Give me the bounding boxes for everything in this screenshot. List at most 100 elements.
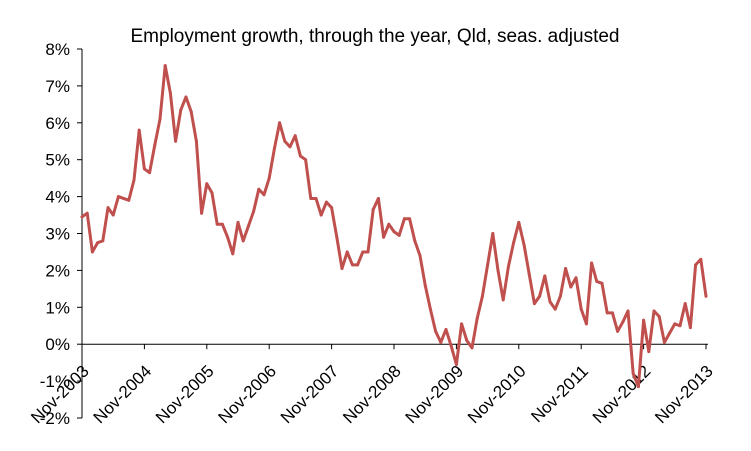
data-point (283, 139, 287, 143)
data-point (548, 300, 552, 304)
x-tick-label: Nov-2007 (277, 362, 343, 428)
data-point (704, 294, 708, 298)
y-tick-label: -1% (40, 372, 70, 391)
data-point (460, 322, 464, 326)
data-point (522, 243, 526, 247)
data-point (636, 385, 640, 389)
y-tick-label: 4% (45, 188, 70, 207)
y-tick-label: 6% (45, 114, 70, 133)
data-point (278, 121, 282, 125)
data-point (428, 307, 432, 311)
x-tick-label: Nov-2006 (214, 362, 280, 428)
data-point (668, 331, 672, 335)
data-point (631, 372, 635, 376)
data-point (626, 309, 630, 313)
data-point (220, 222, 224, 226)
data-point (402, 217, 406, 221)
data-point (231, 252, 235, 256)
data-point (673, 322, 677, 326)
data-point (153, 143, 157, 147)
data-point (330, 206, 334, 210)
data-point (449, 344, 453, 348)
data-point (616, 329, 620, 333)
data-point (90, 250, 94, 254)
data-point (600, 281, 604, 285)
data-point (699, 257, 703, 261)
data-point (314, 196, 318, 200)
data-point (480, 294, 484, 298)
x-tick-label: Nov-2012 (589, 362, 655, 428)
data-point (236, 220, 240, 224)
data-point (387, 222, 391, 226)
data-point (168, 91, 172, 95)
data-point (579, 307, 583, 311)
data-point (137, 128, 141, 132)
data-point (127, 198, 131, 202)
data-point (382, 235, 386, 239)
y-tick-label: 1% (45, 298, 70, 317)
data-point (122, 196, 126, 200)
data-point (408, 217, 412, 221)
x-tick-label: Nov-2010 (464, 362, 530, 428)
y-tick-label: 7% (45, 77, 70, 96)
data-point (413, 239, 417, 243)
data-point (96, 241, 100, 245)
data-point (158, 117, 162, 121)
data-point (506, 265, 510, 269)
y-tick-label: -2% (40, 409, 70, 428)
data-point (194, 139, 198, 143)
y-tick-label: 5% (45, 151, 70, 170)
data-point (397, 233, 401, 237)
x-tick-label: Nov-2013 (651, 362, 717, 428)
data-point (132, 178, 136, 182)
data-point (262, 193, 266, 197)
data-point (465, 339, 469, 343)
data-point (558, 294, 562, 298)
data-point (553, 307, 557, 311)
x-tick-label: Nov-2005 (152, 362, 218, 428)
y-tick-label: 3% (45, 225, 70, 244)
data-point (298, 154, 302, 158)
data-point (215, 222, 219, 226)
data-point (501, 298, 505, 302)
data-point (569, 285, 573, 289)
data-point (376, 196, 380, 200)
data-point (527, 272, 531, 276)
data-point (324, 200, 328, 204)
data-point (647, 350, 651, 354)
data-point (361, 250, 365, 254)
data-point (491, 232, 495, 235)
data-point (288, 145, 292, 149)
data-point (309, 196, 313, 200)
data-point (605, 311, 609, 315)
data-point (241, 239, 245, 243)
data-point (470, 346, 474, 350)
data-point (543, 274, 547, 278)
data-point (304, 158, 308, 162)
data-point (590, 261, 594, 265)
data-point (439, 340, 443, 344)
data-point (564, 267, 568, 271)
y-tick-label: 0% (45, 335, 70, 354)
data-point (486, 263, 490, 267)
x-tick-label: Nov-2009 (402, 362, 468, 428)
data-point (475, 316, 479, 320)
data-point (163, 64, 167, 68)
data-point (106, 206, 110, 210)
data-point (434, 329, 438, 333)
data-point (257, 187, 261, 191)
x-tick-label: Nov-2011 (527, 362, 592, 427)
data-point (574, 276, 578, 280)
data-point (366, 250, 370, 254)
data-point (538, 294, 542, 298)
data-point (142, 167, 146, 171)
data-point (319, 213, 323, 217)
data-point (652, 309, 656, 313)
data-point (418, 254, 422, 258)
data-point (179, 108, 183, 112)
data-point (101, 239, 105, 243)
data-point (210, 191, 214, 195)
data-point (694, 263, 698, 267)
data-point (85, 211, 89, 215)
